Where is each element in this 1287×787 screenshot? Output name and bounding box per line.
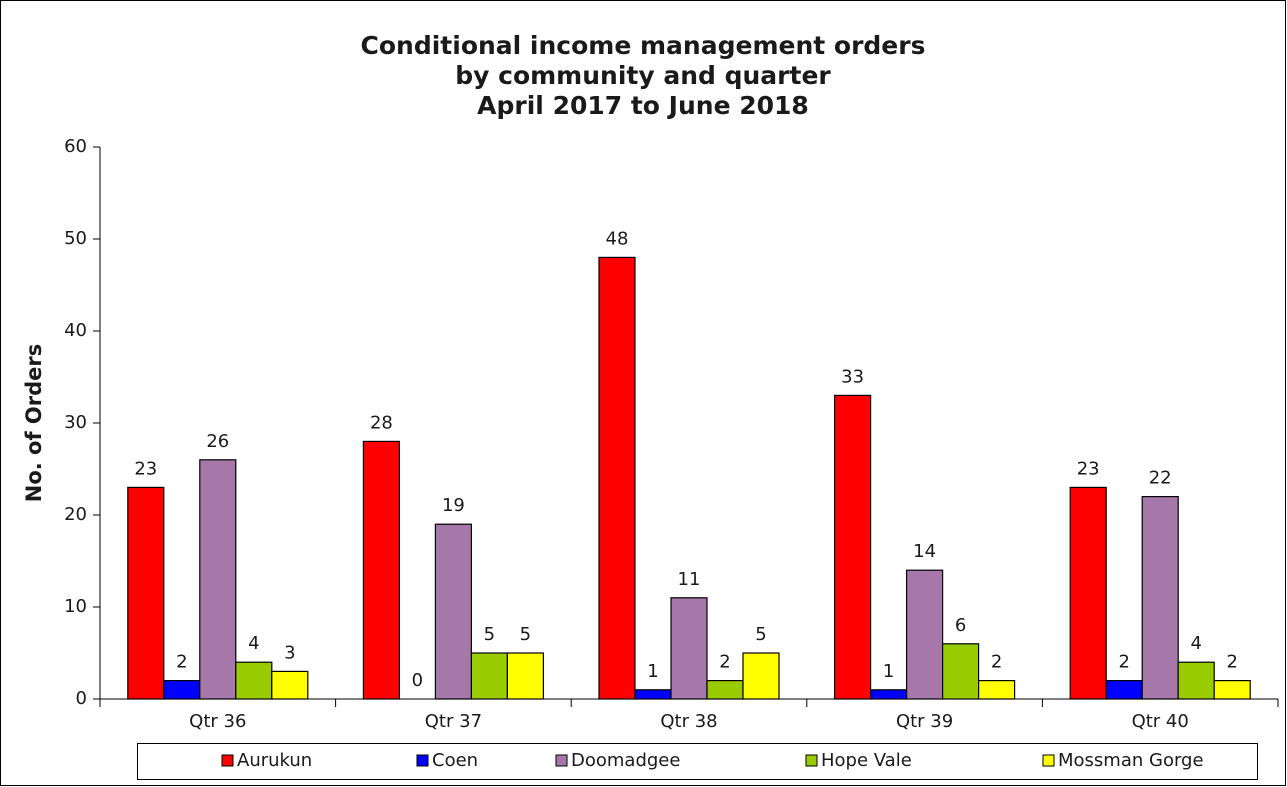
bar bbox=[977, 679, 1016, 700]
bar bbox=[1213, 679, 1251, 700]
bar bbox=[271, 670, 309, 700]
y-tick-label: 50 bbox=[64, 228, 87, 249]
value-label: 1 bbox=[647, 661, 658, 682]
value-label: 48 bbox=[606, 228, 629, 249]
value-label: 1 bbox=[883, 661, 894, 682]
x-tick-label: Qtr 38 bbox=[660, 711, 717, 732]
value-label: 3 bbox=[284, 642, 295, 663]
bar bbox=[506, 652, 544, 700]
value-label: 14 bbox=[913, 541, 936, 562]
bar bbox=[127, 486, 165, 700]
value-label: 2 bbox=[176, 652, 187, 673]
legend-label: Doomadgee bbox=[571, 750, 680, 771]
bar bbox=[199, 459, 237, 700]
bar bbox=[941, 643, 980, 700]
x-tick-label: Qtr 39 bbox=[896, 711, 953, 732]
legend-label: Mossman Gorge bbox=[1058, 750, 1204, 771]
bar bbox=[869, 689, 908, 700]
y-tick-label: 0 bbox=[76, 688, 87, 709]
value-label: 33 bbox=[841, 366, 864, 387]
bar bbox=[706, 679, 744, 700]
value-label: 5 bbox=[484, 624, 495, 645]
bar bbox=[434, 523, 472, 700]
chart-title: April 2017 to June 2018 bbox=[477, 91, 809, 120]
chart-title: Conditional income management orders bbox=[361, 31, 926, 60]
bar bbox=[634, 689, 672, 700]
value-label: 5 bbox=[755, 624, 766, 645]
value-label: 2 bbox=[719, 652, 730, 673]
value-label: 4 bbox=[248, 633, 259, 654]
value-label: 5 bbox=[520, 624, 531, 645]
value-label: 23 bbox=[1077, 458, 1100, 479]
value-label: 11 bbox=[678, 569, 701, 590]
bar bbox=[670, 597, 708, 700]
legend-swatch bbox=[1042, 754, 1055, 767]
legend-label: Coen bbox=[432, 750, 478, 771]
chart-title: by community and quarter bbox=[455, 61, 831, 90]
y-tick-label: 20 bbox=[64, 504, 87, 525]
bar bbox=[362, 440, 400, 700]
legend-label: Hope Vale bbox=[821, 750, 912, 771]
legend-swatch bbox=[555, 754, 568, 767]
value-label: 26 bbox=[206, 431, 229, 452]
value-label: 2 bbox=[1226, 652, 1237, 673]
bar bbox=[833, 394, 872, 700]
bar bbox=[1069, 486, 1107, 700]
legend-swatch bbox=[805, 754, 818, 767]
legend-swatch bbox=[416, 754, 429, 767]
bar bbox=[742, 652, 780, 700]
value-label: 28 bbox=[370, 412, 393, 433]
bar bbox=[235, 661, 273, 700]
value-label: 0 bbox=[412, 670, 423, 691]
x-tick-label: Qtr 40 bbox=[1132, 711, 1189, 732]
bar bbox=[1105, 679, 1143, 700]
legend-label: Aurukun bbox=[237, 750, 312, 771]
legend-box bbox=[137, 743, 1258, 780]
bar bbox=[905, 569, 944, 700]
value-label: 19 bbox=[442, 495, 465, 516]
value-label: 6 bbox=[955, 615, 966, 636]
bar bbox=[1141, 496, 1179, 700]
y-tick-label: 30 bbox=[64, 412, 87, 433]
x-tick-label: Qtr 36 bbox=[189, 711, 246, 732]
legend-swatch bbox=[221, 754, 234, 767]
y-axis-label: No. of Orders bbox=[22, 344, 46, 503]
y-tick-label: 10 bbox=[64, 596, 87, 617]
bar bbox=[1177, 661, 1215, 700]
bar bbox=[470, 652, 508, 700]
value-label: 2 bbox=[1118, 652, 1129, 673]
x-tick-label: Qtr 37 bbox=[425, 711, 482, 732]
y-tick-label: 60 bbox=[64, 136, 87, 157]
y-tick-label: 40 bbox=[64, 320, 87, 341]
bar bbox=[598, 256, 636, 700]
value-label: 22 bbox=[1149, 468, 1172, 489]
value-label: 23 bbox=[134, 458, 157, 479]
value-label: 4 bbox=[1190, 633, 1201, 654]
value-label: 2 bbox=[991, 652, 1002, 673]
bar bbox=[163, 679, 201, 700]
